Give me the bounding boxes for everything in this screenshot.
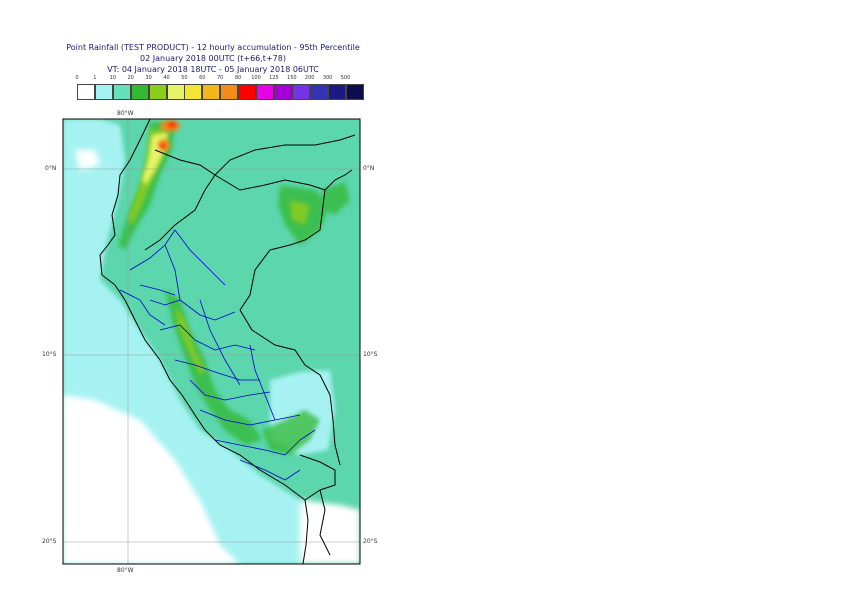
lat-label-right-20: 20°S xyxy=(363,538,378,545)
lon-label-bottom: 80°W xyxy=(117,567,134,574)
border-north xyxy=(144,149,216,251)
legend-swatch xyxy=(220,84,239,100)
legend-swatch xyxy=(238,84,257,100)
legend-swatch xyxy=(130,84,149,100)
lat-label-left-10: 10°S xyxy=(42,351,57,358)
legend-swatch xyxy=(309,84,328,100)
legend-threshold-label: 10 xyxy=(109,75,116,81)
run-date: 02 January 2018 00UTC (t+66,t+78) xyxy=(140,54,286,63)
border-east xyxy=(214,174,341,466)
legend-swatch xyxy=(77,84,95,100)
legend-threshold-label: 1 xyxy=(93,75,97,81)
coastline xyxy=(99,119,309,564)
legend-swatch xyxy=(148,84,167,100)
legend-swatch xyxy=(184,84,203,100)
legend-swatch xyxy=(291,84,310,100)
validity-time: VT: 04 January 2018 18UTC - 05 January 2… xyxy=(107,65,319,74)
lat-label-left-0: 0°N xyxy=(45,165,57,172)
legend-threshold-label: 70 xyxy=(217,75,224,81)
legend-threshold-label: 0 xyxy=(75,75,79,81)
border-ne xyxy=(324,169,353,191)
legend-swatch xyxy=(94,84,113,100)
legend-threshold-label: 125 xyxy=(269,75,279,81)
legend-swatch xyxy=(166,84,185,100)
legend-swatch xyxy=(273,84,292,100)
legend-threshold-label: 200 xyxy=(304,75,315,81)
legend-threshold-label: 300 xyxy=(322,75,333,81)
legend-swatch xyxy=(327,84,346,100)
legend-swatch xyxy=(202,84,221,100)
border-south-2 xyxy=(319,489,331,556)
color-legend: 0 1 10 20 30 40 50 60 70 80 100 125 150 200 300 500 xyxy=(75,75,364,101)
legend-swatch xyxy=(112,84,131,100)
legend-threshold-label: 20 xyxy=(127,75,134,81)
graticule xyxy=(63,119,360,564)
border-north-inland xyxy=(214,134,356,176)
legend-threshold-label: 40 xyxy=(163,75,170,81)
lon-label-top: 80°W xyxy=(117,110,134,117)
legend-threshold-label: 150 xyxy=(287,75,297,81)
lat-label-right-0: 0°N xyxy=(363,165,375,172)
legend-swatch xyxy=(345,84,364,100)
legend-threshold-label: 80 xyxy=(234,75,242,81)
intense-rain-core xyxy=(158,120,180,151)
legend-threshold-label: 100 xyxy=(251,75,261,81)
lat-label-left-20: 20°S xyxy=(42,538,57,545)
coastlines-borders xyxy=(99,119,356,564)
dry-patches xyxy=(63,150,360,564)
legend-threshold-label: 500 xyxy=(340,75,351,81)
legend-threshold-label: 60 xyxy=(199,75,206,81)
legend-threshold-label: 50 xyxy=(181,75,188,81)
map-frame xyxy=(62,118,361,565)
region-boundaries xyxy=(119,229,316,481)
legend-swatch xyxy=(256,84,274,100)
legend-threshold-label: 30 xyxy=(145,75,152,81)
border-south xyxy=(299,454,336,501)
chart-title: Point Rainfall (TEST PRODUCT) - 12 hourl… xyxy=(66,43,360,52)
lat-label-right-10: 10°S xyxy=(363,351,378,358)
